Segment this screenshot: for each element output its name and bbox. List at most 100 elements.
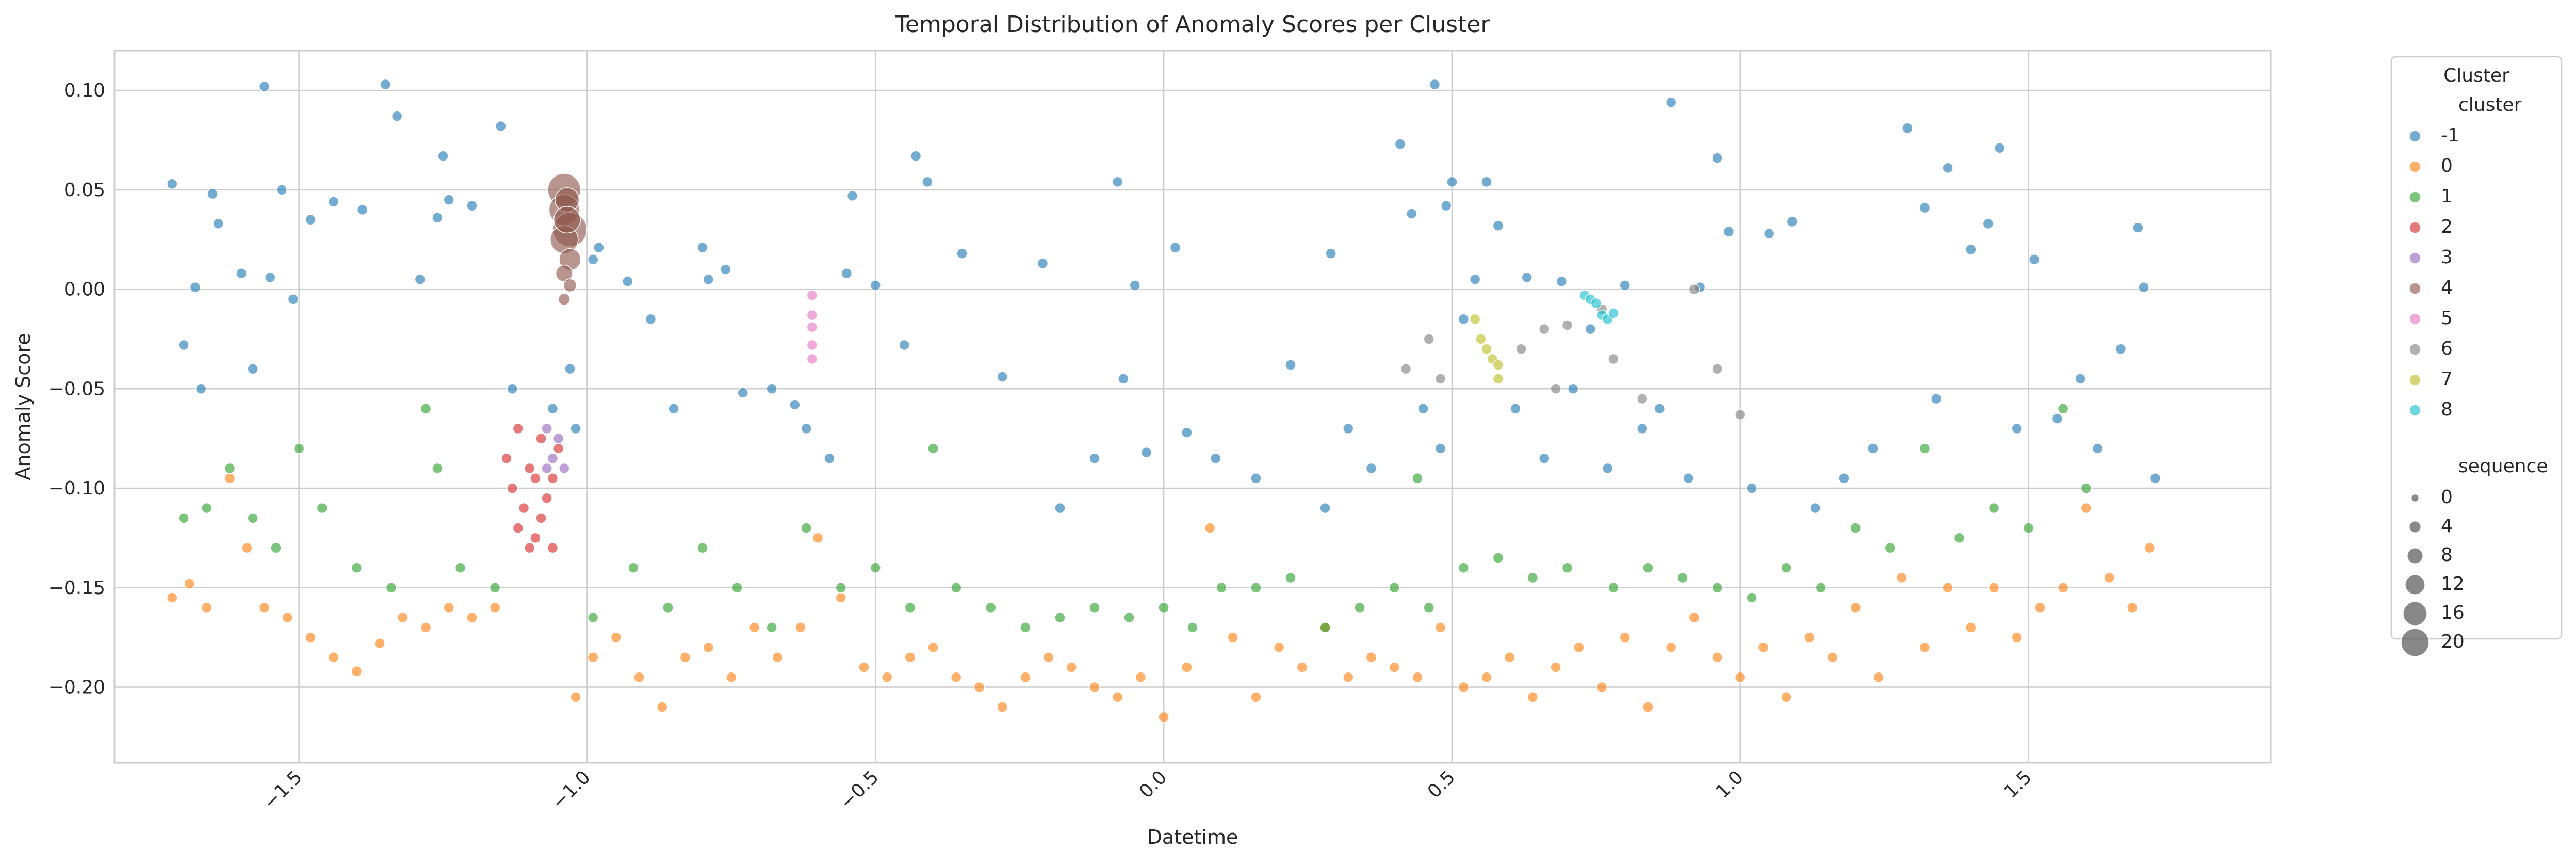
data-point <box>1608 582 1619 594</box>
data-point <box>1665 642 1677 653</box>
data-point <box>997 371 1008 382</box>
data-point <box>927 642 939 653</box>
data-point <box>1054 612 1066 623</box>
data-point <box>1781 692 1792 703</box>
data-point <box>1343 671 1354 683</box>
data-point <box>679 651 691 663</box>
data-point <box>1037 258 1049 269</box>
data-point <box>927 443 939 454</box>
data-point <box>1434 443 1446 454</box>
data-point <box>1158 602 1169 614</box>
data-point <box>201 602 213 614</box>
data-point <box>351 562 363 573</box>
data-point <box>1654 403 1666 414</box>
data-point <box>2127 602 2138 614</box>
data-point <box>1873 671 1884 683</box>
data-point <box>806 322 818 333</box>
data-point <box>1423 602 1434 614</box>
data-point <box>524 462 535 474</box>
grid-lines <box>115 51 2271 763</box>
data-point <box>1573 642 1585 653</box>
data-point <box>1492 359 1504 371</box>
data-point <box>547 453 559 464</box>
data-point <box>391 110 403 122</box>
data-point <box>1815 582 1827 594</box>
data-point <box>1129 280 1140 291</box>
data-point <box>2149 473 2161 484</box>
data-point <box>258 81 270 92</box>
legend-hue-items: -1 0 1 2 3 4 5 6 7 8 <box>2409 125 2459 420</box>
data-point <box>835 582 846 594</box>
data-point <box>841 267 853 279</box>
data-point <box>1608 308 1619 319</box>
data-point <box>558 293 570 306</box>
data-point <box>1608 353 1619 365</box>
data-point <box>236 267 247 279</box>
data-point <box>1711 363 1723 375</box>
data-point <box>184 578 195 589</box>
data-point <box>524 542 535 554</box>
data-point <box>2092 443 2104 454</box>
legend-size-marker <box>2403 601 2427 626</box>
legend-hue-marker <box>2409 343 2421 356</box>
data-point <box>1902 122 1913 134</box>
data-point <box>1089 681 1100 693</box>
data-point <box>1711 152 1723 164</box>
data-point <box>1763 228 1775 239</box>
data-point <box>1400 363 1412 375</box>
data-point <box>570 692 581 703</box>
data-point <box>1365 462 1377 474</box>
data-point <box>443 602 454 614</box>
data-point <box>432 212 443 223</box>
data-point <box>1746 483 1757 494</box>
data-point <box>951 582 962 594</box>
data-point <box>287 294 299 305</box>
y-tick-label: −0.05 <box>48 378 105 399</box>
data-point <box>748 622 760 633</box>
data-point <box>870 280 882 291</box>
data-point <box>1285 359 1296 371</box>
y-axis-ticks: 0.10 0.05 0.00 −0.05 −0.10 −0.15 −0.20 <box>48 80 105 698</box>
data-point <box>1475 333 1487 345</box>
data-point <box>1365 651 1377 663</box>
data-point <box>801 423 812 435</box>
data-point <box>178 339 189 351</box>
data-point <box>1521 271 1532 283</box>
legend-title: Cluster <box>2443 65 2509 86</box>
data-point <box>282 612 294 623</box>
data-point <box>224 473 236 484</box>
data-point <box>1112 692 1123 703</box>
data-point <box>385 582 397 594</box>
data-point <box>167 592 178 603</box>
data-point <box>535 512 547 524</box>
data-point <box>1896 572 1907 584</box>
data-point <box>1458 313 1470 325</box>
data-point <box>547 542 559 554</box>
data-point <box>846 190 858 202</box>
data-point <box>1250 473 1262 484</box>
data-point <box>1273 642 1285 653</box>
legend-size-label: 4 <box>2441 516 2453 537</box>
data-point <box>1020 671 1031 683</box>
data-point <box>258 602 270 614</box>
data-point <box>501 453 512 464</box>
data-point <box>1711 651 1723 663</box>
data-point <box>293 443 305 454</box>
data-point <box>824 453 835 464</box>
data-point <box>1325 248 1336 259</box>
data-point <box>1550 383 1561 395</box>
legend-hue-label: 5 <box>2441 308 2453 329</box>
data-point <box>466 612 478 623</box>
data-point <box>1434 373 1446 385</box>
data-point <box>247 512 258 524</box>
data-point <box>795 622 806 633</box>
data-point <box>1850 522 1862 534</box>
data-point <box>356 204 368 216</box>
data-point <box>316 502 328 514</box>
data-point <box>1434 622 1446 633</box>
data-point <box>1481 671 1492 683</box>
data-point <box>1296 662 1308 673</box>
data-point <box>1343 423 1354 435</box>
